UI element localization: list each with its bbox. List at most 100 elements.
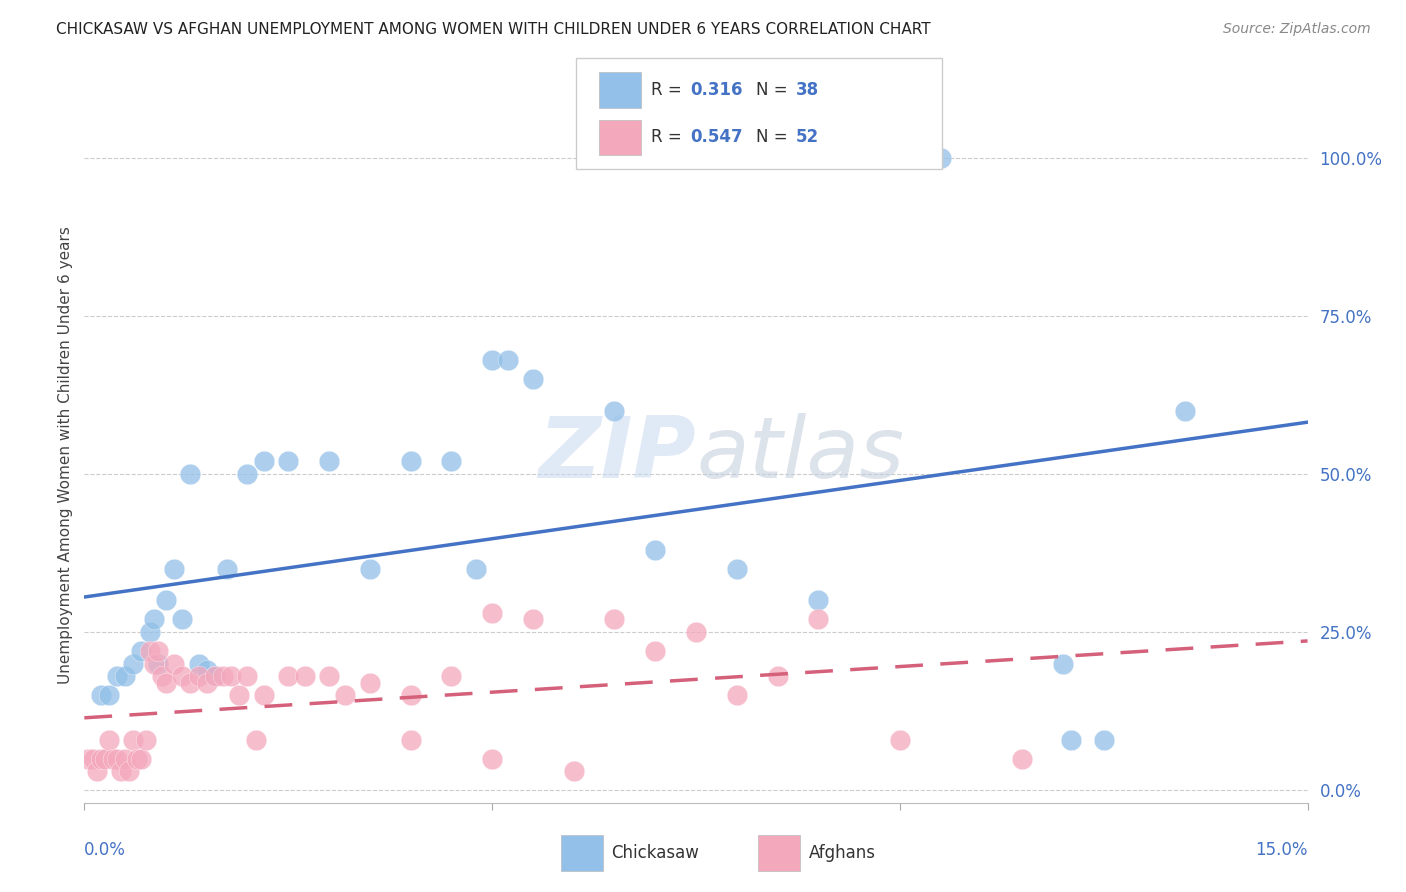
Point [142, 612, 165, 626]
Point [725, 562, 748, 576]
Point [122, 657, 145, 671]
Point [90, 688, 112, 702]
Point [603, 403, 626, 417]
Point [522, 372, 544, 386]
Text: 0.316: 0.316 [690, 81, 742, 99]
Point [277, 454, 299, 468]
Point [187, 669, 209, 683]
Point [155, 593, 177, 607]
Text: ZIP: ZIP [538, 413, 696, 497]
Point [228, 688, 250, 702]
Point [464, 562, 486, 576]
Point [86, 764, 108, 779]
Point [889, 151, 911, 165]
Point [236, 467, 259, 481]
Point [93, 751, 117, 765]
Point [807, 593, 830, 607]
Point [644, 542, 666, 557]
Point [150, 669, 173, 683]
Point [318, 454, 340, 468]
Point [179, 675, 201, 690]
Text: 15.0%: 15.0% [1256, 841, 1308, 859]
Point [204, 669, 226, 683]
Point [195, 675, 218, 690]
Point [1060, 732, 1083, 747]
Text: N =: N = [756, 128, 793, 146]
Point [440, 669, 463, 683]
Point [1092, 732, 1115, 747]
Point [101, 751, 124, 765]
Point [245, 732, 267, 747]
Point [204, 669, 226, 683]
Point [114, 669, 136, 683]
Point [399, 732, 422, 747]
Point [97, 732, 120, 747]
Point [118, 764, 141, 779]
Point [253, 688, 276, 702]
Point [253, 454, 276, 468]
Point [90, 751, 112, 765]
Text: Chickasaw: Chickasaw [612, 844, 700, 862]
Point [929, 151, 952, 165]
Point [603, 612, 626, 626]
Point [644, 644, 666, 658]
Point [131, 751, 153, 765]
Point [172, 669, 194, 683]
Point [725, 688, 748, 702]
Point [82, 751, 104, 765]
Point [179, 467, 201, 481]
Point [187, 657, 209, 671]
Text: N =: N = [756, 81, 793, 99]
Point [359, 675, 381, 690]
Point [105, 669, 128, 683]
Point [399, 688, 422, 702]
Text: Afghans: Afghans [808, 844, 876, 862]
Point [219, 669, 242, 683]
Point [146, 657, 169, 671]
Point [1174, 403, 1197, 417]
Point [146, 644, 169, 658]
Point [110, 764, 132, 779]
Point [127, 751, 149, 765]
Point [1011, 751, 1033, 765]
Point [163, 562, 186, 576]
Text: 38: 38 [796, 81, 818, 99]
Point [217, 562, 239, 576]
Point [138, 625, 160, 640]
Text: CHICKASAW VS AFGHAN UNEMPLOYMENT AMONG WOMEN WITH CHILDREN UNDER 6 YEARS CORRELA: CHICKASAW VS AFGHAN UNEMPLOYMENT AMONG W… [56, 22, 931, 37]
Y-axis label: Unemployment Among Women with Children Under 6 years: Unemployment Among Women with Children U… [58, 226, 73, 684]
Point [522, 612, 544, 626]
Point [335, 688, 357, 702]
Point [114, 751, 136, 765]
Point [294, 669, 316, 683]
Point [122, 732, 145, 747]
Point [440, 454, 463, 468]
Point [155, 675, 177, 690]
Point [562, 764, 585, 779]
Point [889, 732, 911, 747]
Point [399, 454, 422, 468]
Point [172, 612, 194, 626]
Text: 0.0%: 0.0% [84, 841, 127, 859]
Point [135, 732, 157, 747]
Point [481, 751, 503, 765]
Point [163, 657, 186, 671]
Point [236, 669, 259, 683]
Text: R =: R = [651, 128, 688, 146]
Point [498, 353, 520, 368]
Point [77, 751, 100, 765]
Point [318, 669, 340, 683]
Text: atlas: atlas [696, 413, 904, 497]
Point [481, 353, 503, 368]
Text: Source: ZipAtlas.com: Source: ZipAtlas.com [1223, 22, 1371, 37]
Text: 52: 52 [796, 128, 818, 146]
Point [195, 663, 218, 677]
Point [1052, 657, 1074, 671]
Point [685, 625, 707, 640]
Text: 0.547: 0.547 [690, 128, 742, 146]
Point [766, 669, 789, 683]
Point [105, 751, 128, 765]
Text: R =: R = [651, 81, 688, 99]
Point [481, 606, 503, 620]
Point [131, 644, 153, 658]
